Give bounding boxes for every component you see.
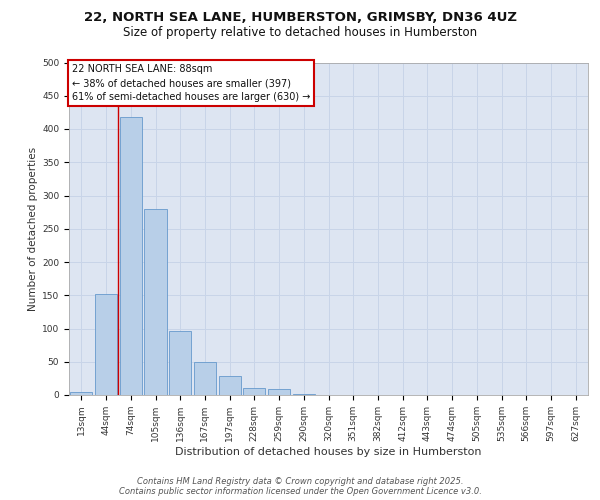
Text: 22, NORTH SEA LANE, HUMBERSTON, GRIMSBY, DN36 4UZ: 22, NORTH SEA LANE, HUMBERSTON, GRIMSBY,… <box>83 11 517 24</box>
Bar <box>243 388 265 395</box>
Bar <box>95 294 117 395</box>
Y-axis label: Number of detached properties: Number of detached properties <box>28 146 38 311</box>
Bar <box>169 331 191 395</box>
X-axis label: Distribution of detached houses by size in Humberston: Distribution of detached houses by size … <box>175 446 482 456</box>
Bar <box>119 117 142 395</box>
Text: 22 NORTH SEA LANE: 88sqm
← 38% of detached houses are smaller (397)
61% of semi-: 22 NORTH SEA LANE: 88sqm ← 38% of detach… <box>71 64 310 102</box>
Bar <box>218 376 241 395</box>
Text: Size of property relative to detached houses in Humberston: Size of property relative to detached ho… <box>123 26 477 39</box>
Bar <box>70 392 92 395</box>
Bar <box>145 209 167 395</box>
Bar <box>194 362 216 395</box>
Text: Contains HM Land Registry data © Crown copyright and database right 2025.
Contai: Contains HM Land Registry data © Crown c… <box>119 476 481 496</box>
Bar <box>268 389 290 395</box>
Bar <box>293 394 315 395</box>
